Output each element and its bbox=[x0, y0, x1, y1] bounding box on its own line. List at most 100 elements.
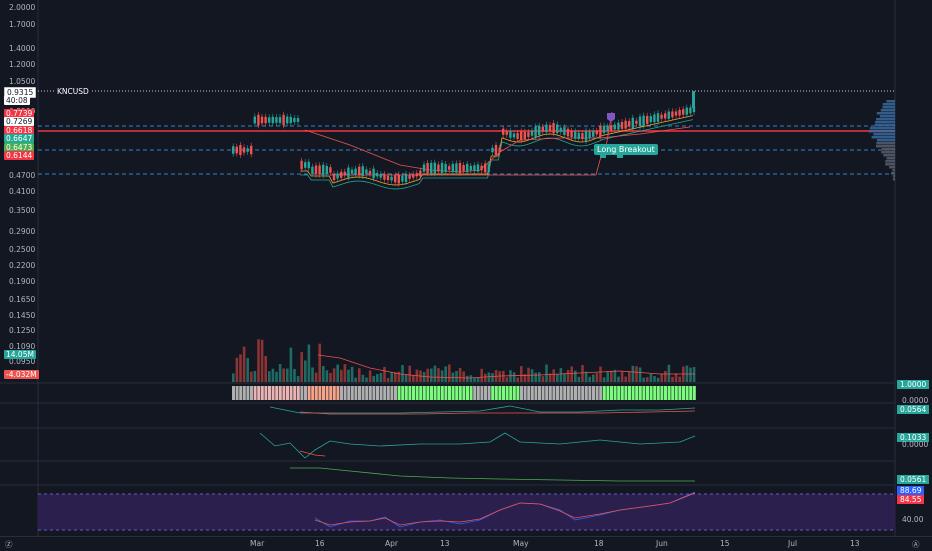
strip-cell bbox=[437, 386, 441, 400]
price-level-tag: 0.7269 bbox=[4, 117, 35, 126]
volume-bar bbox=[458, 367, 462, 382]
volume-bar bbox=[556, 374, 559, 382]
osc2-red bbox=[299, 450, 326, 457]
strip-cell bbox=[487, 386, 491, 400]
strip-cell bbox=[628, 386, 631, 400]
strip-cell bbox=[581, 386, 585, 400]
strip-cell bbox=[448, 386, 451, 400]
volume-bar bbox=[642, 377, 645, 382]
volume-bar bbox=[376, 374, 379, 382]
strip-cell bbox=[329, 386, 333, 400]
strip-cell bbox=[577, 386, 581, 400]
volume-bar bbox=[437, 368, 440, 382]
strip-cell bbox=[376, 386, 379, 400]
volume-bar bbox=[664, 371, 667, 382]
strip-cell bbox=[404, 386, 408, 400]
strip-cell bbox=[595, 386, 599, 400]
trend-strip bbox=[232, 386, 696, 400]
strip-cell bbox=[232, 386, 235, 400]
strip-cell bbox=[250, 386, 253, 400]
strip-cell bbox=[584, 386, 588, 400]
strip-cell bbox=[574, 386, 577, 400]
strip-cell bbox=[390, 386, 394, 400]
volume-bar bbox=[343, 364, 347, 382]
volume-bar bbox=[624, 376, 627, 382]
volume-bar bbox=[239, 354, 242, 382]
strip-cell bbox=[563, 386, 567, 400]
volume-bar bbox=[404, 374, 408, 382]
strip-cell bbox=[253, 386, 257, 400]
volume-bar bbox=[678, 376, 681, 382]
strip-cell bbox=[343, 386, 347, 400]
strip-cell bbox=[541, 386, 545, 400]
z-logo-icon[interactable]: Ⓩ bbox=[5, 540, 13, 549]
strip-cell bbox=[282, 386, 286, 400]
strip-cell bbox=[545, 386, 549, 400]
volume-bar bbox=[444, 366, 447, 382]
volume-bar bbox=[325, 370, 329, 382]
volume-ma-line bbox=[317, 354, 695, 379]
profile-bar bbox=[881, 148, 895, 151]
profile-bar bbox=[873, 133, 895, 136]
osc3-line bbox=[290, 467, 695, 482]
price-axis-label: 0.2200 bbox=[9, 261, 36, 270]
volume-bar bbox=[232, 373, 235, 382]
price-axis-label: 0.3500 bbox=[9, 206, 36, 215]
volume-bar bbox=[358, 368, 361, 382]
volume-bar bbox=[340, 369, 343, 382]
strip-cell bbox=[257, 386, 261, 400]
profile-bar bbox=[886, 100, 895, 103]
volume-bar bbox=[527, 367, 530, 382]
a-auto-icon[interactable]: Ⓐ bbox=[912, 540, 920, 549]
volume-bar bbox=[397, 371, 401, 382]
strip-cell bbox=[671, 386, 675, 400]
strip-cell bbox=[422, 386, 426, 400]
volume-bar bbox=[235, 357, 239, 382]
volume-bar bbox=[354, 377, 357, 382]
volume-bar bbox=[307, 344, 311, 382]
volume-bar bbox=[570, 366, 573, 382]
strip-cell bbox=[408, 386, 412, 400]
volume-bar bbox=[379, 373, 383, 382]
volume-bar bbox=[278, 363, 282, 382]
volume-bar bbox=[296, 376, 300, 382]
strip-cell bbox=[325, 386, 329, 400]
strip-cell bbox=[239, 386, 243, 400]
volume-bar bbox=[365, 377, 368, 382]
time-axis-label: Apr bbox=[385, 539, 398, 548]
volume-bar bbox=[595, 373, 599, 382]
ma-line-green bbox=[300, 119, 693, 190]
strip-cell bbox=[246, 386, 250, 400]
strip-cell bbox=[689, 386, 693, 400]
time-axis-label: Mar bbox=[250, 539, 265, 548]
volume-bar bbox=[692, 367, 696, 382]
profile-bar bbox=[876, 139, 895, 142]
volume-bar bbox=[552, 369, 555, 382]
time-axis[interactable]: Ⓩ Mar 16 Apr 13 May 18 Jun 15 Jul 13 Ⓐ bbox=[0, 536, 932, 551]
profile-bar bbox=[869, 127, 895, 130]
strip-cell bbox=[530, 386, 534, 400]
strip-cell bbox=[466, 386, 469, 400]
profile-bar bbox=[868, 130, 895, 133]
volume-bar bbox=[253, 370, 257, 382]
volume-bar bbox=[480, 368, 483, 382]
volume-bar bbox=[293, 369, 296, 382]
price-axis-label: 1.0500 bbox=[9, 77, 36, 86]
volume-bar bbox=[671, 376, 674, 382]
price-axis-label: 0.2900 bbox=[9, 227, 36, 236]
volume-bar bbox=[408, 365, 411, 382]
strip-cell bbox=[458, 386, 462, 400]
indicator-value-tag: 0.0561 bbox=[897, 475, 930, 484]
strip-cell bbox=[347, 386, 351, 400]
profile-bar bbox=[889, 166, 895, 169]
volume-bar bbox=[541, 376, 545, 382]
volume-bar bbox=[332, 368, 336, 382]
volume-bar bbox=[289, 347, 293, 382]
price-level-tag: 0.6618 bbox=[4, 126, 35, 135]
volume-bar bbox=[455, 370, 458, 382]
rsi-band bbox=[38, 494, 895, 530]
strip-cell bbox=[289, 386, 293, 400]
strip-cell bbox=[588, 386, 592, 400]
profile-bar bbox=[883, 154, 895, 157]
